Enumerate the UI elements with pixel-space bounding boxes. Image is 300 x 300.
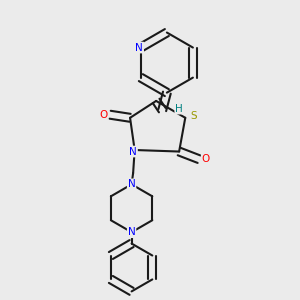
Text: O: O (99, 110, 107, 120)
Text: N: N (129, 146, 137, 157)
Text: N: N (135, 43, 143, 52)
Text: H: H (175, 103, 183, 114)
Text: S: S (190, 111, 197, 121)
Text: O: O (202, 154, 210, 164)
Text: N: N (128, 179, 136, 189)
Text: N: N (128, 227, 136, 237)
